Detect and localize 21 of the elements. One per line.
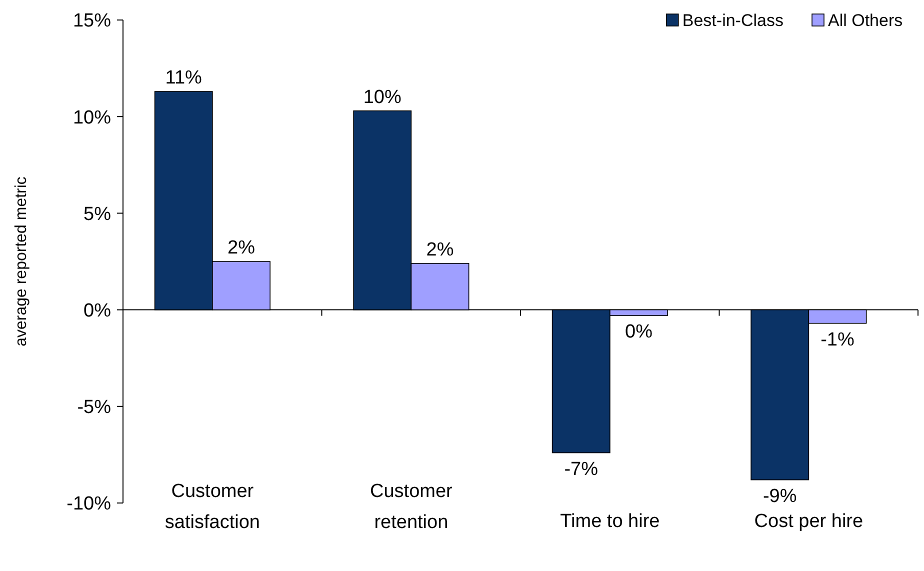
data-label: 10% (363, 86, 402, 108)
x-tick-label: Cost per hire (754, 511, 864, 532)
data-label: 2% (228, 238, 256, 258)
y-tick-label: -10% (66, 494, 112, 515)
y-axis-title: average reported metric (13, 176, 30, 346)
data-label: 11% (165, 67, 202, 88)
data-label: 0% (625, 322, 653, 343)
legend-label: Best-in-Class (682, 11, 784, 30)
legend-label: All Others (828, 11, 903, 30)
y-tick-label: 5% (84, 204, 112, 225)
y-tick-label: -5% (77, 397, 112, 418)
data-label: -7% (564, 458, 598, 480)
y-tick-label: 15% (72, 10, 112, 32)
x-tick-label: Customer satisfaction (164, 481, 260, 533)
data-label: -1% (820, 329, 854, 350)
data-label: -9% (762, 486, 797, 507)
x-tick-label: Time to hire (560, 511, 660, 532)
y-tick-label: 0% (84, 300, 112, 322)
y-tick-label: 10% (72, 107, 112, 128)
data-label: 2% (426, 239, 454, 260)
x-tick-label: Customer retention (370, 481, 454, 533)
